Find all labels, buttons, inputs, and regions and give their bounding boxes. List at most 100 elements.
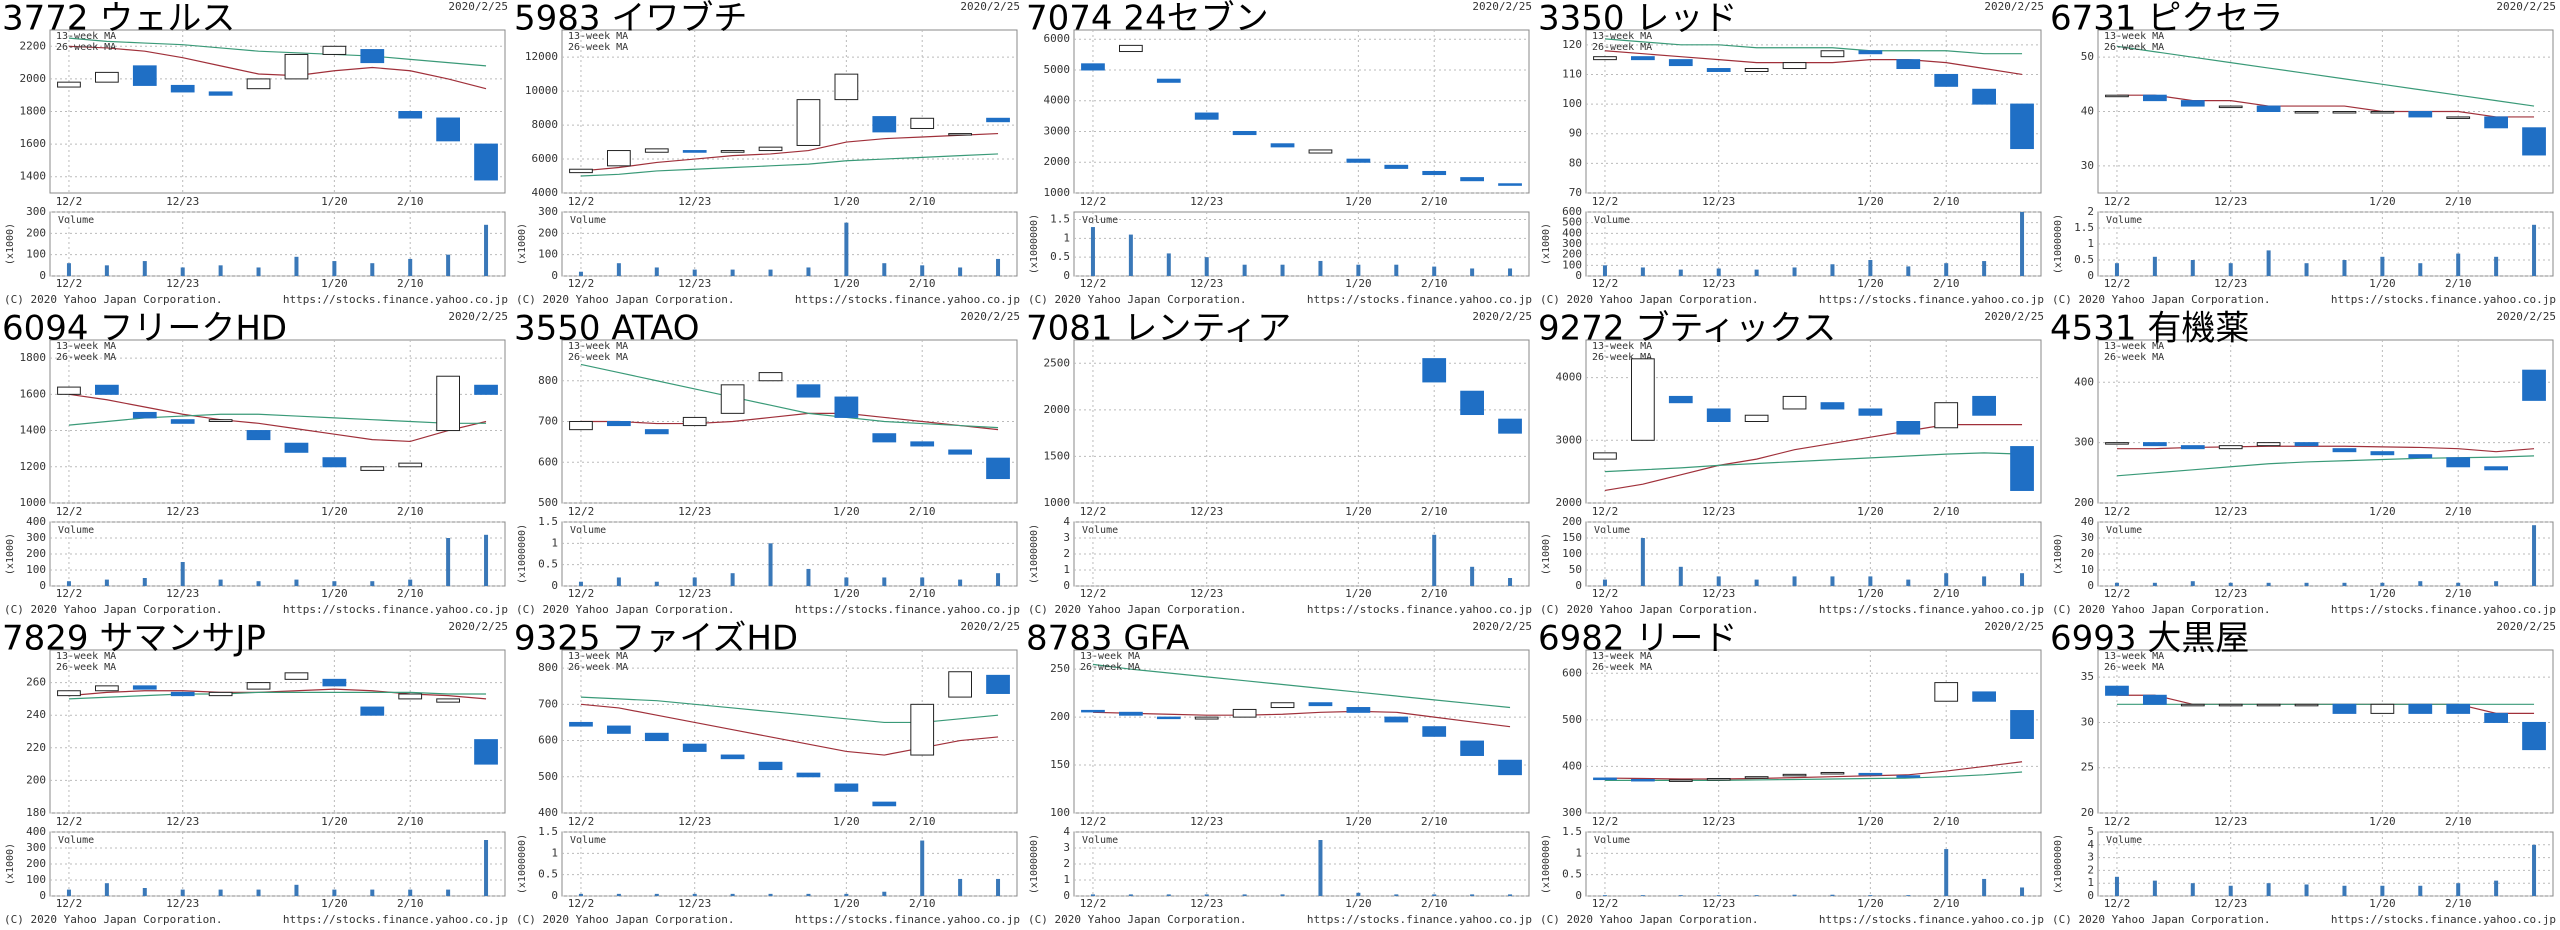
volume-unit: (x1000) [517,223,528,265]
price-frame [2097,649,2554,814]
volume-bar [1792,894,1797,896]
candle-body [1858,408,1883,416]
x-tick-label: 1/20 [1345,587,1372,600]
stock-chart: 100 150 200 250 0 1 2 3 4 12/2 12/2 12/23 12/23 1/20 1… [1026,620,1532,926]
legend-label: 26-week MA [1592,42,1652,53]
candle-body [1460,177,1484,182]
candle-body [644,148,669,153]
y-tick-label: 2 [2087,205,2094,218]
candle-body [872,801,897,807]
volume-bar [180,562,185,586]
x-tick-label: 12/2 [56,277,83,290]
x-tick-label: 12/2 [56,815,83,828]
volume-bar [2494,256,2499,276]
volume-bar [616,893,621,896]
volume-bar [2114,263,2119,276]
volume-bar [2266,883,2271,896]
volume-bar [1128,234,1133,276]
candle-body [436,698,460,703]
volume-legend: Volume [2106,835,2142,846]
candle-body [2010,446,2034,491]
volume-bar [2380,256,2385,276]
y-tick-label: 1200 [20,460,47,473]
volume-bar [2020,573,2025,586]
y-tick-label: 3 [1063,841,1070,854]
volume-frame [561,831,1018,897]
candle-body [607,150,631,167]
x-tick-label: 12/2 [568,195,595,208]
x-tick-label: 1/20 [833,195,860,208]
y-tick-label: 4000 [532,186,559,199]
x-tick-label: 12/2 [2104,195,2131,208]
candle-body [986,117,1010,123]
volume-bar [2532,844,2537,896]
candle-body [720,150,745,153]
stock-chart: 300 400 500 600 0 0.5 1 1.5 12/2 12/2 12/23 12/23 1/… [1538,620,2044,926]
candle-body [2522,721,2546,751]
y-tick-label: 70 [1569,186,1582,199]
x-tick-label: 2/10 [397,505,424,518]
volume-unit: (x1000000) [1029,834,1040,894]
candle-body [1934,402,1959,429]
x-tick-label: 2/10 [909,195,936,208]
stock-chart: 1000 2000 3000 4000 5000 6000 0 0.5 1 1.5 12/2 12/2… [1026,0,1532,306]
candle-body [2370,451,2395,456]
x-tick-label: 2/10 [2445,897,2472,910]
price-frame [49,339,506,504]
candle-body [1744,776,1769,779]
volume-bar [218,889,223,896]
volume-legend: Volume [1082,525,1118,536]
price-frame [2097,339,2554,504]
volume-unit: (x1000000) [2053,834,2064,894]
copyright: (C) 2020 Yahoo Japan Corporation. [516,293,735,306]
y-tick-label: 8000 [532,118,559,131]
x-tick-label: 2/10 [909,277,936,290]
volume-bar [882,577,887,586]
candle-body [1232,130,1257,136]
volume-bar [1716,268,1721,276]
volume-bar [446,254,451,276]
volume-bar [692,577,697,586]
x-tick-label: 1/20 [2369,505,2396,518]
candle-body [284,53,309,80]
candle-body [1194,716,1219,720]
y-tick-label: 3 [2087,851,2094,864]
date: 2020/2/25 [448,0,508,13]
x-tick-label: 1/20 [321,815,348,828]
y-tick-label: 5 [2087,825,2094,838]
volume-bar [920,265,925,276]
candle-body [720,384,745,414]
candle-body [2218,105,2243,109]
x-tick-label: 12/2 [1080,505,1107,518]
x-tick-label: 1/20 [833,277,860,290]
x-tick-label: 12/2 [1592,505,1619,518]
y-tick-label: 0 [39,889,46,902]
price-frame [1073,339,1530,504]
volume-bar [844,577,849,586]
ma-line [68,45,487,90]
volume-legend: Volume [58,835,94,846]
y-tick-label: 600 [1562,666,1582,679]
candle-body [1858,50,1883,55]
y-tick-label: 1000 [1044,186,1071,199]
stock-chart: 1400 1600 1800 2000 2200 0 100 200 300 12/2 12/2 12… [2,0,508,306]
candle-body [1156,716,1181,720]
chart-title: 6731 ピクセラ [2050,0,2283,39]
y-tick-label: 100 [538,248,558,261]
y-tick-label: 1.5 [538,825,558,838]
candle-body [2256,442,2281,447]
volume-bar [2304,884,2309,896]
y-tick-label: 300 [538,205,558,218]
ma-line [68,413,487,426]
candle-body [569,721,593,727]
y-tick-label: 2000 [20,72,47,85]
chart-title: 7081 レンティア [1026,310,1291,349]
x-tick-label: 2/10 [397,277,424,290]
volume-legend: Volume [570,835,606,846]
volume-bar [370,889,375,896]
volume-bar [1754,579,1759,586]
volume-bar [1754,269,1759,276]
chart-title: 3350 レッド [1538,0,1737,39]
ma-line [2116,455,2535,477]
x-tick-label: 12/23 [2214,505,2247,518]
